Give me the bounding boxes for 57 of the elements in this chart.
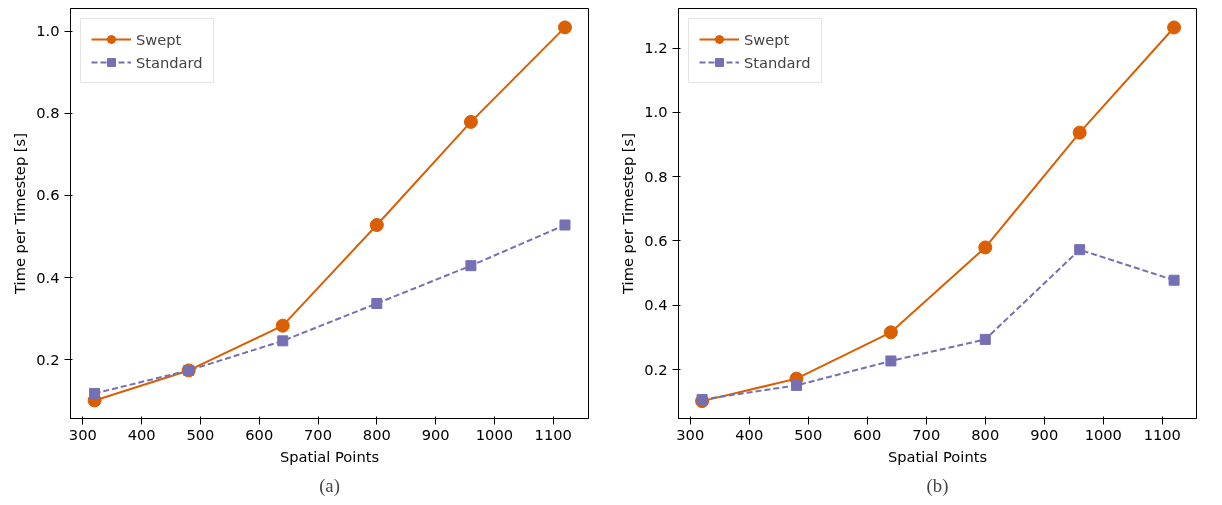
x-tick-label: 600 — [245, 425, 274, 443]
x-tick-label: 1100 — [534, 425, 572, 443]
text: (a) — [319, 474, 340, 497]
point — [559, 219, 571, 231]
y-tick-label: 1.0 — [644, 103, 668, 121]
point — [371, 297, 383, 309]
point — [465, 260, 477, 272]
x-tick-label: 600 — [853, 425, 882, 443]
x-tick-label: 700 — [304, 425, 333, 443]
point — [1167, 20, 1182, 35]
y-tick-label: 0.2 — [644, 360, 668, 378]
point — [277, 335, 289, 347]
point — [978, 240, 993, 255]
y-tick-label: 0.4 — [644, 296, 668, 314]
point — [885, 355, 897, 367]
x-axis-title: Spatial Points — [887, 447, 988, 465]
x-tick-label: 900 — [421, 425, 450, 443]
x-tick-label: 700 — [912, 425, 941, 443]
point — [1074, 244, 1086, 256]
x-tick-label: 800 — [971, 425, 1000, 443]
x-axis-title: Spatial Points — [279, 447, 380, 465]
point — [463, 114, 478, 129]
y-tick-label: 0.4 — [36, 268, 60, 286]
x-tick-label: 300 — [676, 425, 705, 443]
y-tick-label: 0.6 — [644, 231, 668, 249]
x-tick-label: 400 — [735, 425, 764, 443]
legend-label: Swept — [136, 30, 182, 48]
x-tick-label: 300 — [68, 425, 97, 443]
x-tick-label: 1000 — [1084, 425, 1122, 443]
text: (b) — [926, 474, 949, 497]
y-tick-label: 0.2 — [36, 350, 60, 368]
point — [883, 325, 898, 340]
x-tick-label: 500 — [186, 425, 215, 443]
x-tick-label: 1100 — [1143, 425, 1181, 443]
point — [275, 318, 290, 333]
point — [1072, 125, 1087, 140]
y-tick-label: 1.2 — [644, 39, 668, 57]
y-tick-label: 0.6 — [36, 186, 60, 204]
point — [791, 379, 802, 391]
x-tick-label: 900 — [1030, 425, 1059, 443]
legend-label: Swept — [744, 30, 790, 48]
x-tick-label: 800 — [362, 425, 391, 443]
legend-label: Standard — [744, 53, 811, 71]
point — [557, 20, 572, 35]
y-tick-label: 1.0 — [36, 22, 60, 40]
point — [89, 387, 101, 399]
y-tick-label: 0.8 — [644, 167, 668, 185]
point — [979, 333, 991, 345]
point — [1168, 274, 1180, 286]
y-axis-title: Time per Timestep [s] — [619, 133, 637, 295]
y-tick-label: 0.8 — [36, 104, 60, 122]
x-tick-label: 500 — [794, 425, 823, 443]
point — [369, 218, 384, 232]
y-axis-title: Time per Timestep [s] — [11, 133, 29, 295]
legend-label: Standard — [136, 53, 203, 71]
x-tick-label: 400 — [127, 425, 156, 443]
x-tick-label: 1000 — [475, 425, 514, 443]
